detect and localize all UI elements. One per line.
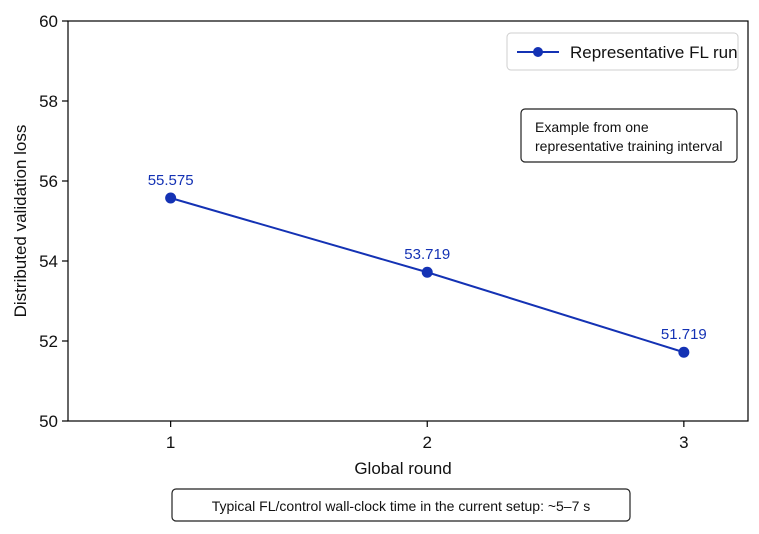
y-tick-label: 50 xyxy=(39,412,58,431)
y-axis-label: Distributed validation loss xyxy=(11,125,30,318)
legend-box xyxy=(506,32,739,71)
y-tick-label: 60 xyxy=(39,12,58,31)
x-axis: 1 2 3 xyxy=(166,421,689,452)
x-tick-label: 1 xyxy=(166,433,175,452)
plot-frame xyxy=(67,20,749,422)
y-axis: 50 52 54 56 58 60 xyxy=(39,12,68,431)
data-point xyxy=(421,266,433,278)
x-axis-label: Global round xyxy=(354,459,451,478)
annotation-line-2: representative training interval xyxy=(535,138,723,154)
annotation-frame xyxy=(520,108,738,163)
annotation-line-1: Example from one xyxy=(535,119,649,135)
legend[interactable]: Representative FL run xyxy=(506,32,739,71)
x-tick-label: 2 xyxy=(423,433,432,452)
y-tick-label: 58 xyxy=(39,92,58,111)
x-tick-label: 3 xyxy=(679,433,688,452)
annotation-box: Example from one representative training… xyxy=(520,108,738,163)
y-tick-label: 52 xyxy=(39,332,58,351)
y-tick-label: 56 xyxy=(39,172,58,191)
legend-entry: Representative FL run xyxy=(570,43,738,62)
legend-swatch-marker xyxy=(533,47,543,57)
data-point xyxy=(678,346,690,358)
data-point xyxy=(165,192,177,204)
footer-note-frame xyxy=(171,488,631,522)
data-label: 55.575 xyxy=(148,172,194,189)
footer-note-box: Typical FL/control wall-clock time in th… xyxy=(171,488,631,522)
series-layer: 55.575 53.719 51.719 xyxy=(148,172,707,358)
footer-note: Typical FL/control wall-clock time in th… xyxy=(212,498,591,514)
y-tick-label: 54 xyxy=(39,252,58,271)
data-label: 51.719 xyxy=(661,326,707,343)
data-label: 53.719 xyxy=(404,246,450,263)
